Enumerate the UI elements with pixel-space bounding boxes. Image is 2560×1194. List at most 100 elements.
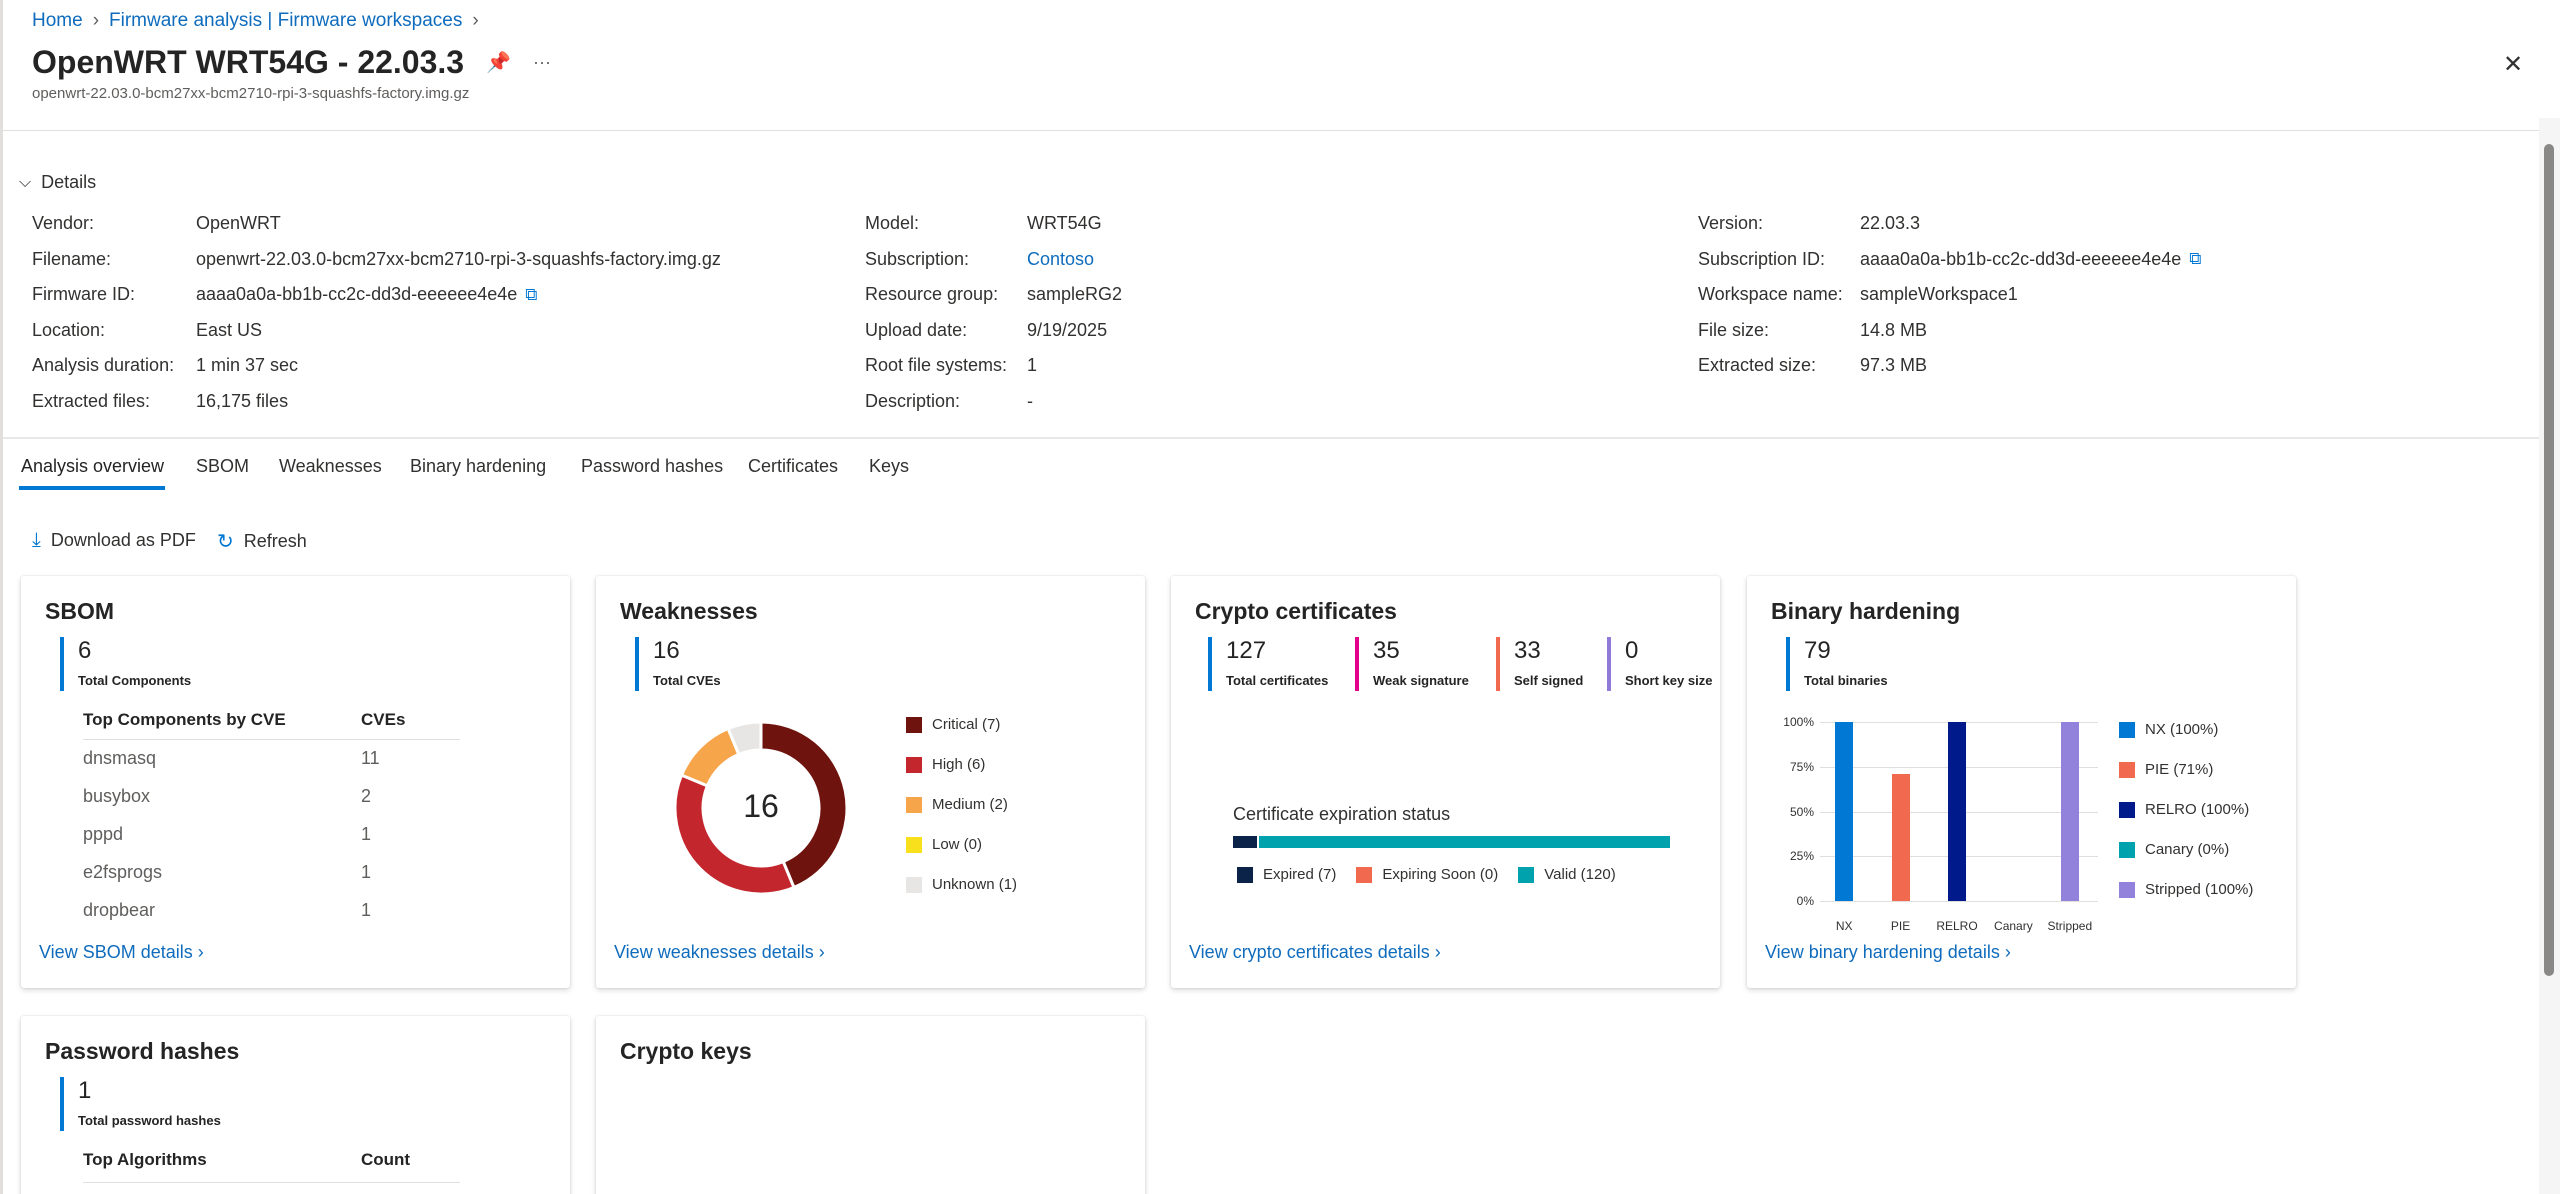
breadcrumb-home[interactable]: Home (32, 10, 83, 31)
detail-value: openwrt-22.03.0-bcm27xx-bcm2710-rpi-3-sq… (196, 248, 721, 269)
view-binary-hardening-details-link[interactable]: View binary hardening details › (1765, 942, 2011, 963)
metric-label: Total password hashes (78, 1113, 221, 1128)
scrollbar-thumb[interactable] (2544, 144, 2554, 976)
legend-swatch (1518, 867, 1535, 884)
divider (3, 130, 2539, 131)
bar-relro[interactable] (1948, 722, 1966, 901)
expiration-title: Certificate expiration status (1233, 804, 1451, 824)
more-options-button[interactable]: ··· (532, 52, 551, 72)
details-toggle[interactable]: ⌵ Details (19, 172, 96, 193)
legend-item[interactable]: High (6) (906, 756, 1017, 796)
legend-item[interactable]: NX (100%) (2119, 721, 2253, 761)
crypto-keys-card: Crypto keys (596, 1016, 1145, 1194)
tab-binary-hardening[interactable]: Binary hardening (410, 456, 547, 476)
legend-item[interactable]: Expiring Soon (0) (1356, 866, 1498, 884)
sbom-card: SBOM 6 Total Components Top Components b… (21, 576, 570, 988)
legend-item[interactable]: Canary (0%) (2119, 841, 2253, 881)
card-title: SBOM (45, 598, 114, 624)
legend-swatch (2119, 722, 2135, 739)
expiration-legend: Expired (7) Expiring Soon (0) Valid (120) (1237, 866, 1616, 884)
detail-value-row: 97.3 MB (1860, 355, 1927, 376)
y-tick-label: 100% (1783, 715, 1814, 729)
donut-center-total: 16 (743, 788, 779, 824)
y-tick-label: 0% (1796, 894, 1814, 908)
donut-slice-high[interactable] (673, 773, 796, 896)
binary-legend: NX (100%) PIE (71%) RELRO (100%) Canary (0%… (2119, 721, 2253, 921)
download-pdf-button[interactable]: ⤓ Download as PDF (32, 529, 196, 552)
legend-item[interactable]: Medium (2) (906, 796, 1017, 836)
tab-keys[interactable]: Keys (869, 456, 910, 476)
tab-certificates[interactable]: Certificates (748, 456, 839, 476)
legend-item[interactable]: Stripped (100%) (2119, 881, 2253, 921)
legend-item[interactable]: Expired (7) (1237, 866, 1336, 884)
tab-weaknesses[interactable]: Weaknesses (279, 456, 382, 476)
legend-item[interactable]: Critical (7) (906, 716, 1017, 756)
table-row: pppd 1 (21, 824, 570, 854)
detail-value-row: 9/19/2025 (1027, 320, 1107, 341)
x-tick-label: Stripped (2047, 919, 2093, 933)
detail-label: Resource group: (865, 284, 999, 304)
detail-value: 22.03.3 (1860, 213, 1921, 233)
detail-value: 1 min 37 sec (196, 355, 299, 375)
bar-stripped[interactable] (2060, 722, 2079, 901)
copy-icon[interactable]: ⧉ (525, 284, 538, 304)
link-label: View binary hardening details (1765, 942, 2000, 962)
legend-item[interactable]: Low (0) (906, 836, 1017, 876)
card-title: Password hashes (45, 1038, 240, 1064)
detail-label: Root file systems: (865, 355, 1008, 375)
legend-item[interactable]: Unknown (1) (906, 876, 1017, 916)
bar-segment-valid[interactable] (1258, 836, 1670, 848)
detail-value: 1 (1027, 355, 1038, 375)
tab-analysis-overview[interactable]: Analysis overview (21, 456, 165, 476)
legend-label: Stripped (100%) (2145, 881, 2254, 898)
view-certificates-details-link[interactable]: View crypto certificates details › (1189, 942, 1441, 963)
binary-hardening-card: Binary hardening 79 Total binaries NX (1… (1747, 576, 2296, 988)
download-label: Download as PDF (50, 530, 196, 550)
chevron-right-icon: › (818, 942, 825, 962)
tab-sbom[interactable]: SBOM (196, 456, 250, 476)
legend-item[interactable]: PIE (71%) (2119, 761, 2253, 801)
detail-label: Extracted size: (1698, 355, 1817, 375)
donut-slice-critical[interactable] (759, 720, 849, 890)
detail-label: Upload date: (865, 319, 968, 340)
copy-icon[interactable]: ⧉ (2189, 249, 2202, 268)
detail-value-row: 1 min 37 sec (196, 355, 298, 376)
bar-segment-expired[interactable] (1233, 836, 1257, 848)
legend-item[interactable]: Valid (120) (1518, 866, 1616, 884)
detail-label: Subscription ID: (1698, 248, 1826, 269)
component-cves: 11 (361, 748, 380, 768)
scrollbar[interactable] (2539, 118, 2560, 1194)
bar-nx[interactable] (1835, 722, 1854, 901)
tab-password-hashes[interactable]: Password hashes (581, 456, 724, 476)
metric-label: Short key size (1625, 673, 1713, 688)
component-name: busybox (83, 786, 151, 806)
download-icon: ⤓ (32, 529, 41, 551)
metric-value: 6 (78, 637, 92, 664)
detail-value-row: OpenWRT (196, 213, 281, 234)
view-sbom-details-link[interactable]: View SBOM details › (39, 942, 204, 963)
legend-label: Medium (2) (932, 796, 1008, 813)
chevron-right-icon: › (2004, 942, 2011, 962)
metric-weak-signature: 35 Weak signature (1355, 637, 1469, 691)
weakness-legend: Critical (7) High (6) Medium (2) Low (0) Unk… (906, 716, 1017, 916)
x-tick-label: Canary (1994, 919, 2033, 933)
metric-value: 127 (1226, 637, 1267, 664)
close-button[interactable]: ✕ (2503, 51, 2524, 78)
donut-slice-unknown[interactable] (726, 720, 763, 757)
breadcrumb: Home › Firmware analysis | Firmware work… (32, 10, 479, 32)
tab-active-indicator (19, 486, 165, 490)
pin-icon[interactable]: 📌 (486, 52, 511, 74)
view-weaknesses-details-link[interactable]: View weaknesses details › (614, 942, 825, 963)
refresh-button[interactable]: ↻ Refresh (217, 529, 307, 554)
component-name: e2fsprogs (83, 862, 163, 882)
bar-pie[interactable] (1891, 773, 1910, 901)
breadcrumb-workspaces[interactable]: Firmware analysis | Firmware workspaces (109, 10, 463, 31)
detail-value[interactable]: Contoso (1027, 248, 1095, 269)
chevron-right-icon: › (92, 10, 100, 31)
legend-label: RELRO (100%) (2145, 801, 2250, 818)
legend-swatch (2119, 762, 2135, 779)
legend-item[interactable]: RELRO (100%) (2119, 801, 2253, 841)
chevron-right-icon: › (472, 10, 479, 31)
detail-value-row: aaaa0a0a-bb1b-cc2c-dd3d-eeeeee4e4e ⧉ (1860, 249, 2201, 270)
detail-label: File size: (1698, 319, 1770, 340)
